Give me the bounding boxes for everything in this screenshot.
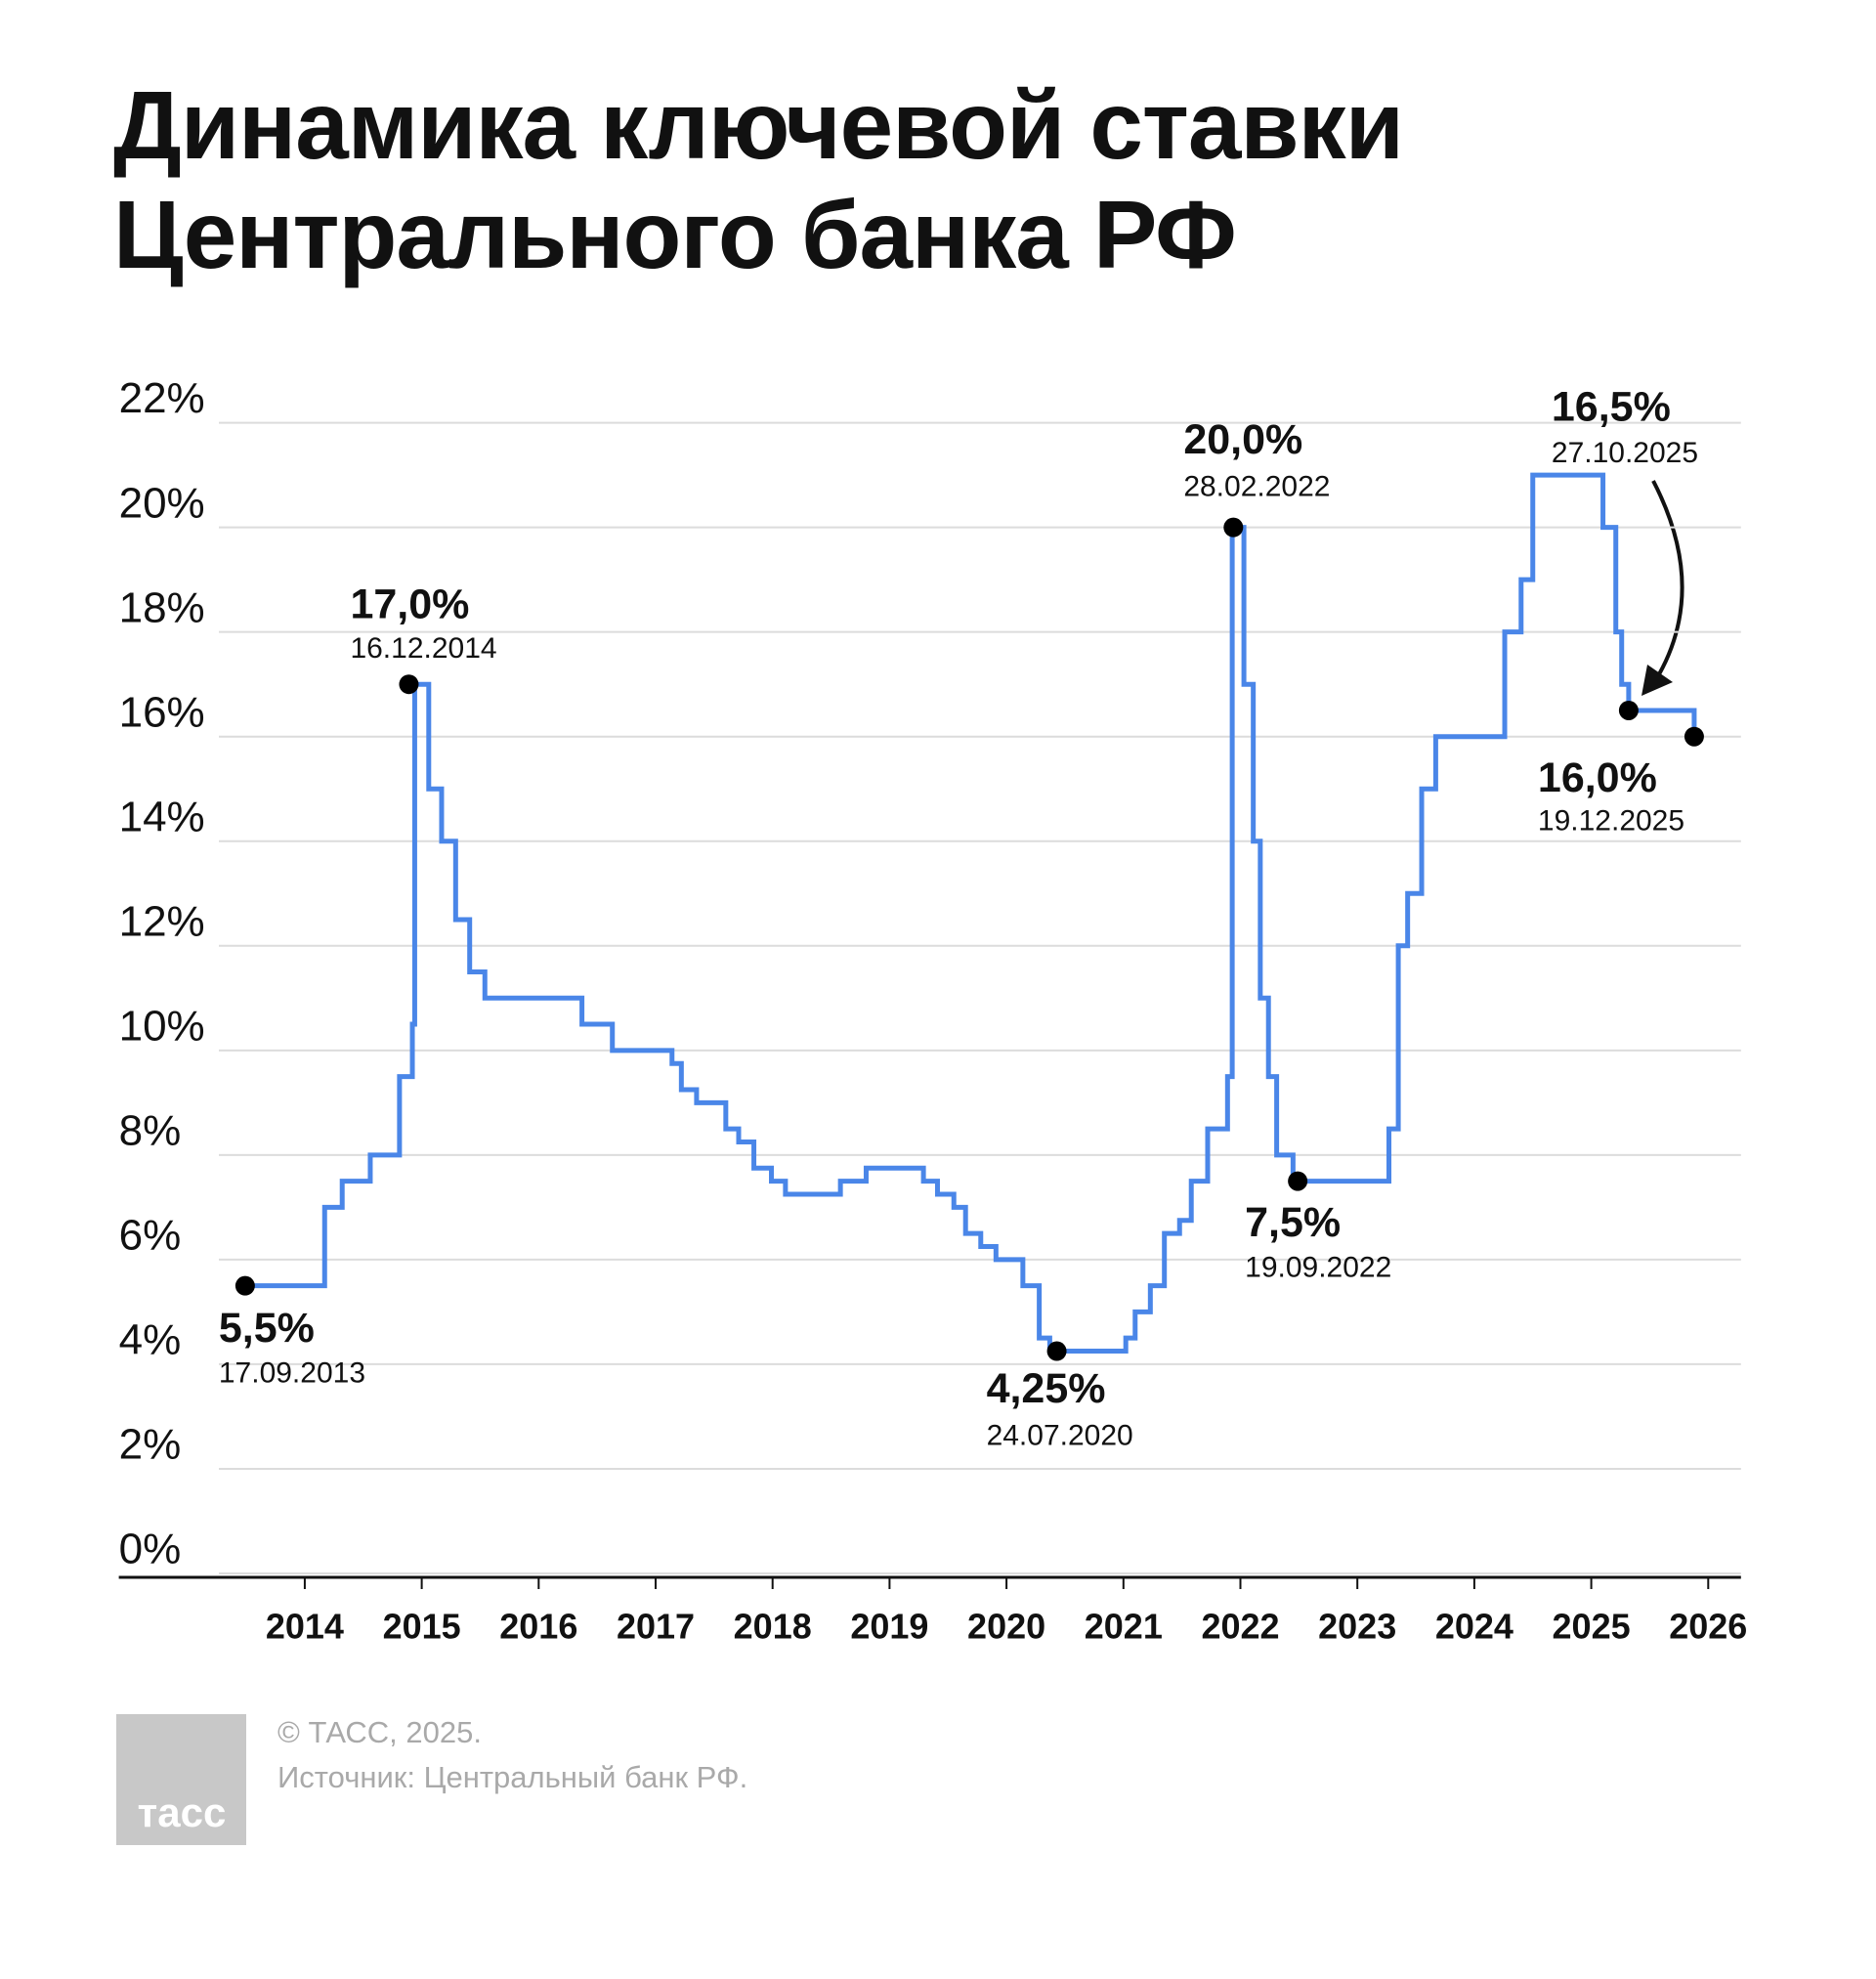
x-tick-label: 2026 xyxy=(1669,1607,1747,1647)
point-value-label: 17,0% xyxy=(350,581,469,628)
y-tick-label: 16% xyxy=(119,688,205,736)
point-marker xyxy=(399,674,419,695)
chart-title: Динамика ключевой ставки Центрального ба… xyxy=(113,71,1404,288)
y-tick-label: 12% xyxy=(119,897,205,945)
point-date-label: 19.09.2022 xyxy=(1245,1252,1391,1284)
point-value-label: 5,5% xyxy=(219,1305,315,1352)
x-tick-label: 2015 xyxy=(383,1607,461,1647)
point-marker xyxy=(1046,1341,1067,1361)
x-tick-label: 2022 xyxy=(1201,1607,1279,1647)
x-tick-label: 2021 xyxy=(1085,1607,1163,1647)
logo-box xyxy=(116,1714,246,1845)
point-marker xyxy=(1618,700,1639,720)
rate-line xyxy=(244,472,1697,1355)
x-tick-label: 2018 xyxy=(734,1607,812,1647)
x-tick-label: 2020 xyxy=(967,1607,1045,1647)
y-tick-label: 2% xyxy=(119,1421,182,1469)
point-value-label: 4,25% xyxy=(987,1365,1106,1412)
x-tick-label: 2019 xyxy=(850,1607,928,1647)
y-tick-label: 10% xyxy=(119,1002,205,1050)
y-tick-label: 22% xyxy=(119,374,205,422)
logo-text: тасс xyxy=(138,1789,227,1835)
y-tick-label: 4% xyxy=(119,1316,182,1364)
y-tick-label: 6% xyxy=(119,1212,182,1260)
point-date-label: 16.12.2014 xyxy=(350,632,496,665)
point-marker xyxy=(1288,1171,1308,1191)
x-tick-label: 2014 xyxy=(266,1607,344,1647)
x-tick-label: 2016 xyxy=(499,1607,577,1647)
point-marker xyxy=(1684,726,1704,747)
y-tick-label: 8% xyxy=(119,1106,182,1154)
arrow xyxy=(1651,480,1684,675)
point-value-label: 7,5% xyxy=(1245,1199,1341,1246)
point-date-label: 28.02.2022 xyxy=(1183,471,1330,503)
point-date-label: 17.09.2013 xyxy=(219,1357,365,1390)
point-marker xyxy=(1223,517,1244,538)
point-marker xyxy=(234,1275,255,1296)
point-value-label: 16,0% xyxy=(1538,754,1657,801)
point-date-label: 24.07.2020 xyxy=(987,1419,1133,1451)
copyright: © ТАСС, 2025. xyxy=(277,1715,482,1749)
y-tick-label: 20% xyxy=(119,479,205,527)
x-tick-label: 2024 xyxy=(1435,1607,1514,1647)
point-value-label: 16,5% xyxy=(1552,383,1671,430)
point-value-label: 20,0% xyxy=(1183,416,1302,463)
point-date-label: 19.12.2025 xyxy=(1538,805,1684,838)
point-date-label: 27.10.2025 xyxy=(1552,437,1698,469)
x-tick-label: 2025 xyxy=(1553,1607,1631,1647)
x-tick-label: 2017 xyxy=(617,1607,695,1647)
x-tick-label: 2023 xyxy=(1318,1607,1396,1647)
y-tick-label: 14% xyxy=(119,793,205,840)
source: Источник: Центральный банк РФ. xyxy=(277,1760,747,1794)
arrow-head xyxy=(1642,665,1673,696)
y-tick-label: 18% xyxy=(119,583,205,631)
y-tick-label: 0% xyxy=(119,1526,182,1573)
